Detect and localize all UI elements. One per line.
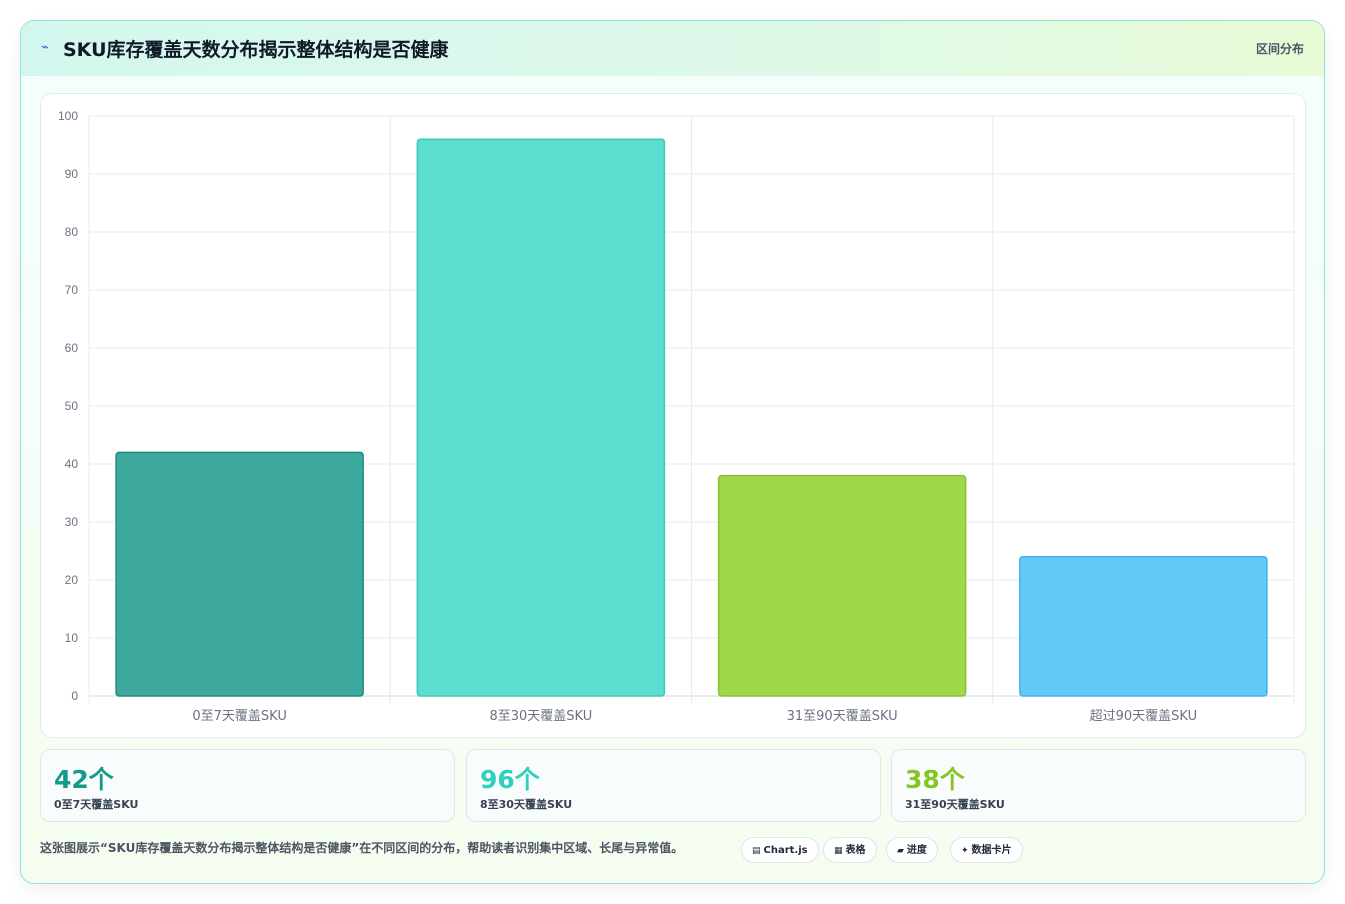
stat-card-1: 96个 8至30天覆盖SKU — [466, 749, 881, 822]
y-tick-label: 50 — [65, 399, 79, 413]
y-tick-label: 90 — [65, 167, 79, 181]
chip-table[interactable]: ▦ 表格 — [823, 837, 877, 863]
chart-area: 0 10 20 30 40 50 60 70 80 90 100 0至7天覆盖SKU 8至30天覆盖SK… — [40, 93, 1306, 738]
bar — [115, 451, 364, 697]
calculator-icon: ▤ — [752, 846, 761, 856]
chip-label: 进度 — [906, 845, 927, 856]
y-tick-label: 20 — [65, 573, 79, 587]
progress-icon: ▰ — [897, 846, 904, 856]
y-tick-label: 60 — [65, 341, 79, 355]
chip-label: Chart.js — [763, 845, 808, 856]
stat-label: 31至90天覆盖SKU — [905, 798, 1005, 811]
bar-chart: 0 10 20 30 40 50 60 70 80 90 100 0至7天覆盖SKU 8至30天覆盖SK… — [58, 109, 1295, 724]
chip-progress[interactable]: ▰ 进度 — [886, 837, 938, 863]
chart-line-icon: ⌁ — [41, 40, 49, 55]
x-tick-label: 0至7天覆盖SKU — [192, 709, 287, 724]
chart-card: ⌁ SKU库存覆盖天数分布揭示整体结构是否健康 区间分布 0 10 20 30 40 50… — [20, 20, 1325, 884]
stat-card-2: 38个 31至90天覆盖SKU — [891, 749, 1306, 822]
chip-label: 数据卡片 — [971, 845, 1012, 856]
chip-data-card[interactable]: ✦ 数据卡片 — [950, 837, 1023, 863]
stat-value: 38个 — [905, 765, 965, 794]
x-tick-label: 超过90天覆盖SKU — [1090, 709, 1198, 724]
y-tick-label: 0 — [71, 689, 78, 703]
y-tick-label: 70 — [65, 283, 79, 297]
y-tick-label: 30 — [65, 515, 79, 529]
y-tick-label: 10 — [65, 631, 79, 645]
sparkle-icon: ✦ — [961, 846, 969, 856]
stat-label: 0至7天覆盖SKU — [54, 798, 139, 811]
bar — [1019, 556, 1268, 697]
x-tick-label: 8至30天覆盖SKU — [489, 709, 592, 724]
y-tick-label: 40 — [65, 457, 79, 471]
page-title: SKU库存覆盖天数分布揭示整体结构是否健康 — [63, 39, 449, 61]
y-tick-label: 80 — [65, 225, 79, 239]
header-tag: 区间分布 — [1255, 42, 1304, 56]
x-tick-label: 31至90天覆盖SKU — [787, 709, 898, 724]
stat-value: 96个 — [480, 765, 540, 794]
stat-card-0: 42个 0至7天覆盖SKU — [40, 749, 455, 822]
card-header: ⌁ SKU库存覆盖天数分布揭示整体结构是否健康 区间分布 — [21, 21, 1324, 76]
chip-chartjs[interactable]: ▤ Chart.js — [741, 837, 819, 863]
stat-label: 8至30天覆盖SKU — [480, 798, 573, 811]
y-tick-label: 100 — [58, 109, 78, 123]
bar — [416, 138, 666, 697]
table-icon: ▦ — [834, 846, 843, 856]
stat-value: 42个 — [54, 765, 114, 794]
bar — [717, 474, 967, 697]
chart-description: 这张图展示“SKU库存覆盖天数分布揭示整体结构是否健康”在不同区间的分布，帮助读… — [40, 841, 684, 855]
chip-label: 表格 — [845, 845, 866, 856]
